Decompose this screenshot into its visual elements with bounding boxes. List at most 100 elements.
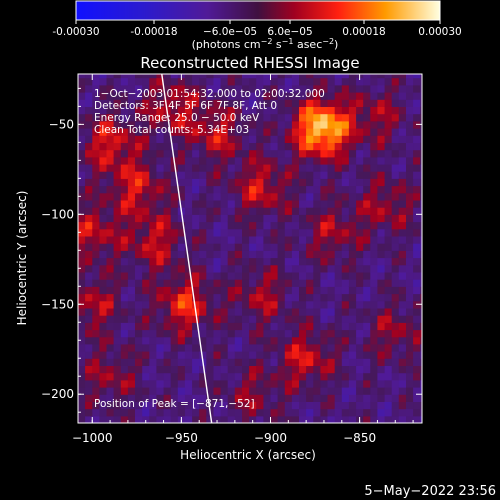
heatmap-cell [177, 149, 186, 158]
heatmap-cell [213, 92, 222, 100]
heatmap-cell [299, 221, 307, 230]
heatmap-cell [227, 178, 236, 187]
heatmap-cell [306, 178, 314, 187]
heatmap-cell [142, 185, 150, 194]
heatmap-cell [163, 149, 172, 158]
heatmap-cell [327, 379, 336, 388]
heatmap-cell [356, 171, 364, 179]
heatmap-cell [192, 92, 200, 100]
heatmap-cell [256, 286, 264, 295]
heatmap-cell [78, 271, 86, 280]
heatmap-cell [420, 264, 422, 273]
heatmap-cell [99, 322, 108, 331]
heatmap-cell [384, 178, 393, 187]
heatmap-cell [391, 250, 400, 259]
heatmap-cell [99, 106, 108, 115]
heatmap-cell [334, 185, 343, 194]
heatmap-cell [291, 128, 300, 136]
heatmap-cell [78, 372, 86, 381]
heatmap-cell [156, 207, 165, 215]
heatmap-cell [370, 228, 378, 237]
heatmap-cell [341, 271, 350, 280]
heatmap-cell [270, 387, 279, 395]
x-tick-label: −950 [165, 431, 198, 445]
heatmap-cell [184, 84, 193, 93]
heatmap-cell [85, 336, 93, 345]
heatmap-cell [327, 264, 336, 273]
heatmap-cell [220, 156, 229, 165]
heatmap-cell [348, 300, 357, 309]
heatmap-cell [170, 214, 179, 223]
heatmap-cell [106, 307, 115, 316]
heatmap-cell [213, 264, 222, 273]
heatmap-cell [85, 379, 93, 388]
heatmap-cell [363, 156, 371, 165]
heatmap-cell [384, 401, 393, 410]
heatmap-cell [356, 358, 364, 366]
heatmap-cell [320, 156, 329, 165]
heatmap-cell [341, 322, 350, 331]
heatmap-cell [184, 106, 193, 115]
heatmap-cell [299, 106, 307, 115]
heatmap-cell [270, 163, 279, 172]
heatmap-cell [327, 207, 336, 215]
heatmap-cell [92, 77, 100, 86]
heatmap-cell [291, 279, 300, 287]
heatmap-cell [184, 235, 193, 244]
heatmap-cell [163, 336, 172, 345]
heatmap-cell [249, 113, 257, 122]
heatmap-cell [420, 235, 422, 244]
heatmap-cell [420, 77, 422, 86]
heatmap-cell [113, 99, 122, 107]
heatmap-cell [377, 264, 386, 273]
heatmap-cell [106, 358, 115, 366]
heatmap-cell [406, 358, 414, 366]
heatmap-cell [299, 142, 307, 151]
heatmap-cell [199, 99, 207, 107]
heatmap-cell [242, 120, 250, 129]
heatmap-cell [85, 293, 93, 302]
heatmap-cell [170, 322, 179, 331]
heatmap-cell [242, 336, 250, 345]
colorbar-units: (photons cm−2 s−1 asec−2) [192, 37, 339, 51]
heatmap-cell [227, 264, 236, 273]
heatmap-cell [384, 221, 393, 230]
heatmap-cell [120, 401, 129, 410]
heatmap-cell [348, 214, 357, 223]
heatmap-cell [398, 372, 407, 381]
heatmap-cell [420, 84, 422, 93]
heatmap-cell [420, 307, 422, 316]
heatmap-cell [177, 135, 186, 143]
heatmap-cell [106, 74, 115, 79]
heatmap-cell [177, 113, 186, 122]
heatmap-cell [213, 192, 222, 201]
heatmap-cell [163, 401, 172, 410]
heatmap-cell [398, 99, 407, 107]
heatmap-cell [142, 178, 150, 187]
heatmap-cell [149, 171, 157, 179]
heatmap-cell [170, 401, 179, 410]
heatmap-cell [227, 293, 236, 302]
heatmap-cell [256, 257, 264, 266]
colorbar-tick-label: 0.00018 [342, 26, 385, 38]
heatmap-cell [163, 128, 172, 136]
heatmap-cell [299, 415, 307, 423]
heatmap-cell [413, 149, 421, 158]
heatmap-cell [320, 264, 329, 273]
heatmap-cell [99, 351, 108, 359]
heatmap-cell [384, 300, 393, 309]
heatmap-cell [192, 257, 200, 266]
heatmap-cell [220, 286, 229, 295]
heatmap-cell [127, 401, 136, 410]
heatmap-cell [142, 315, 150, 323]
heatmap-cell [256, 120, 264, 129]
heatmap-cell [256, 307, 264, 316]
heatmap-cell [270, 286, 279, 295]
heatmap-cell [99, 235, 108, 244]
heatmap-cell [391, 221, 400, 230]
heatmap-cell [420, 99, 422, 107]
heatmap-cell [356, 286, 364, 295]
heatmap-cell [299, 149, 307, 158]
heatmap-cell [406, 394, 414, 402]
heatmap-cell [377, 336, 386, 345]
